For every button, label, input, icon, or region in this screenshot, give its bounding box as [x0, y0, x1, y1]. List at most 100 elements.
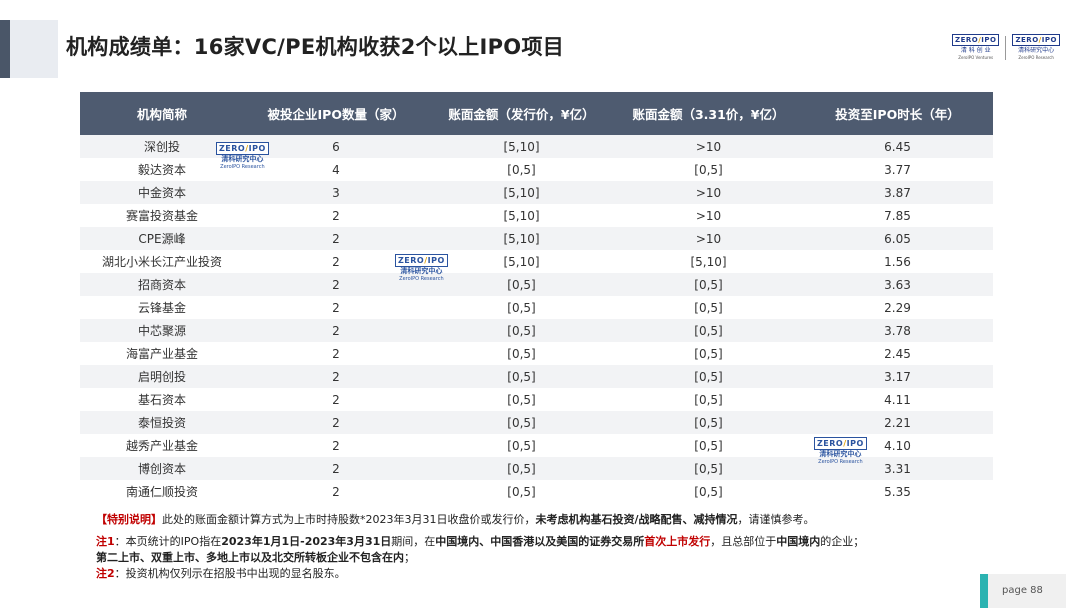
table-cell: [0,5] — [615, 411, 802, 434]
table-cell: 2 — [244, 411, 428, 434]
table-cell: 2 — [244, 388, 428, 411]
footnotes: 【特别说明】此处的账面金额计算方式为上市时持股数*2023年3月31日收盘价或发… — [96, 512, 976, 582]
note-2: 注2：投资机构仅列示在招股书中出现的显名股东。 — [96, 567, 346, 580]
page-number: page 88 — [1002, 585, 1043, 596]
table-cell: 3.17 — [802, 365, 993, 388]
column-header: 账面金额（发行价，¥亿） — [428, 92, 615, 135]
table-cell: 2 — [244, 457, 428, 480]
table-row: 启明创投 2 [0,5] [0,5] 3.17 — [80, 365, 993, 388]
table-cell: 海富产业基金 — [80, 342, 244, 365]
table-cell: [0,5] — [615, 480, 802, 503]
table-cell: 6 — [244, 135, 428, 158]
table-row: 中金资本 3 [5,10] >10 3.87 — [80, 181, 993, 204]
zeroipo-ventures-logo: ZERO / IPO 清 科 创 业 ZeroIPO Ventures — [952, 34, 1000, 61]
column-header: 被投企业IPO数量（家） — [244, 92, 428, 135]
table-header-row: 机构简称 被投企业IPO数量（家） 账面金额（发行价，¥亿） 账面金额（3.31… — [80, 92, 993, 135]
table-cell: [0,5] — [428, 342, 615, 365]
table-cell: 2 — [244, 365, 428, 388]
table-cell: 招商资本 — [80, 273, 244, 296]
table-row: 招商资本 2 [0,5] [0,5] 3.63 — [80, 273, 993, 296]
vc-pe-ranking-table: 机构简称 被投企业IPO数量（家） 账面金额（发行价，¥亿） 账面金额（3.31… — [80, 92, 993, 503]
table-cell: 6.45 — [802, 135, 993, 158]
table-cell: >10 — [615, 181, 802, 204]
page-number-box — [980, 574, 1066, 608]
table-row: 南通仁顺投资 2 [0,5] [0,5] 5.35 — [80, 480, 993, 503]
table-cell: 越秀产业基金 — [80, 434, 244, 457]
table-cell: [0,5] — [615, 457, 802, 480]
table-cell: 5.35 — [802, 480, 993, 503]
column-header: 机构简称 — [80, 92, 244, 135]
table-cell: 湖北小米长江产业投资 — [80, 250, 244, 273]
table-cell: 中金资本 — [80, 181, 244, 204]
table-cell: [0,5] — [615, 158, 802, 181]
title-accent-bar — [0, 20, 10, 78]
table-cell: 3.63 — [802, 273, 993, 296]
zeroipo-watermark: ZERO / IPO 清科研究中心 ZeroIPO Research — [395, 254, 448, 282]
logo-divider — [1005, 36, 1007, 60]
table-row: 海富产业基金 2 [0,5] [0,5] 2.45 — [80, 342, 993, 365]
table-cell: 2 — [244, 250, 428, 273]
table-row: 泰恒投资 2 [0,5] [0,5] 2.21 — [80, 411, 993, 434]
note-1: 注1：本页统计的IPO指在2023年1月1日-2023年3月31日期间，在中国境… — [96, 535, 865, 564]
table-row: 博创资本 2 [0,5] [0,5] 3.31 — [80, 457, 993, 480]
table-cell: 2.45 — [802, 342, 993, 365]
table-cell: [0,5] — [428, 457, 615, 480]
table-cell: 6.05 — [802, 227, 993, 250]
table-cell: [0,5] — [428, 480, 615, 503]
table-cell: >10 — [615, 204, 802, 227]
table-cell: [5,10] — [428, 250, 615, 273]
table-cell: 2 — [244, 227, 428, 250]
table-cell: 7.85 — [802, 204, 993, 227]
table-cell: >10 — [615, 135, 802, 158]
table-cell: 南通仁顺投资 — [80, 480, 244, 503]
table-cell: 3.77 — [802, 158, 993, 181]
page-title: 机构成绩单：16家VC/PE机构收获2个以上IPO项目 — [66, 35, 565, 59]
table-row: 基石资本 2 [0,5] [0,5] 4.11 — [80, 388, 993, 411]
table-row: 中芯聚源 2 [0,5] [0,5] 3.78 — [80, 319, 993, 342]
table-cell: [0,5] — [428, 273, 615, 296]
table-cell: 毅达资本 — [80, 158, 244, 181]
table-cell: [0,5] — [428, 365, 615, 388]
table-cell: >10 — [615, 227, 802, 250]
zeroipo-watermark: ZERO / IPO 清科研究中心 ZeroIPO Research — [814, 437, 867, 465]
table-cell: 云锋基金 — [80, 296, 244, 319]
table-row: 毅达资本 4 [0,5] [0,5] 3.77 — [80, 158, 993, 181]
table-row: 深创投 6 [5,10] >10 6.45 — [80, 135, 993, 158]
table-cell: 4.11 — [802, 388, 993, 411]
table-cell: 泰恒投资 — [80, 411, 244, 434]
table-cell: [5,10] — [615, 250, 802, 273]
table-cell: 中芯聚源 — [80, 319, 244, 342]
table-cell: 2 — [244, 434, 428, 457]
table-cell: [0,5] — [615, 296, 802, 319]
special-note: 【特别说明】此处的账面金额计算方式为上市时持股数*2023年3月31日收盘价或发… — [96, 513, 815, 526]
table-cell: [0,5] — [615, 388, 802, 411]
table-cell: [0,5] — [428, 296, 615, 319]
table-cell: [0,5] — [615, 365, 802, 388]
column-header: 投资至IPO时长（年） — [802, 92, 993, 135]
table-cell: 2.29 — [802, 296, 993, 319]
column-header: 账面金额（3.31价，¥亿） — [615, 92, 802, 135]
table-row: 云锋基金 2 [0,5] [0,5] 2.29 — [80, 296, 993, 319]
table-cell: 启明创投 — [80, 365, 244, 388]
table-cell: [0,5] — [615, 273, 802, 296]
table-cell: 基石资本 — [80, 388, 244, 411]
table-cell: [0,5] — [428, 434, 615, 457]
table-cell: [5,10] — [428, 204, 615, 227]
table-cell: 3.78 — [802, 319, 993, 342]
table-cell: [5,10] — [428, 227, 615, 250]
table-cell: 2 — [244, 204, 428, 227]
table-cell: [5,10] — [428, 135, 615, 158]
table-cell: [0,5] — [615, 319, 802, 342]
table-cell: [0,5] — [615, 434, 802, 457]
table-cell: 2 — [244, 296, 428, 319]
table-cell: [0,5] — [428, 411, 615, 434]
table-row: 赛富投资基金 2 [5,10] >10 7.85 — [80, 204, 993, 227]
table-cell: 2 — [244, 342, 428, 365]
table-row: CPE源峰 2 [5,10] >10 6.05 — [80, 227, 993, 250]
table-cell: 2 — [244, 273, 428, 296]
table-cell: 1.56 — [802, 250, 993, 273]
zeroipo-research-logo: ZERO / IPO 清科研究中心 ZeroIPO Research — [1012, 34, 1060, 61]
table-cell: 3.31 — [802, 457, 993, 480]
table-cell: 2 — [244, 480, 428, 503]
table-cell: 4 — [244, 158, 428, 181]
